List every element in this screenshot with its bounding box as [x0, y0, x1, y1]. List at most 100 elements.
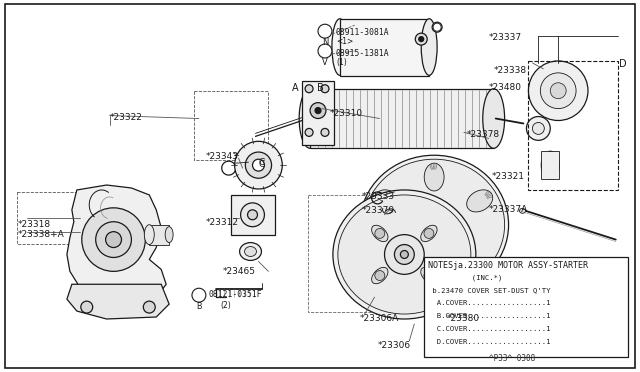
Ellipse shape: [338, 195, 471, 314]
Text: (2): (2): [221, 301, 232, 310]
Text: *23333: *23333: [362, 192, 395, 201]
Circle shape: [394, 244, 414, 264]
Text: B: B: [317, 83, 323, 93]
Text: D: D: [619, 59, 627, 69]
Bar: [424, 257, 628, 357]
Circle shape: [245, 152, 271, 178]
Circle shape: [321, 128, 329, 137]
Circle shape: [318, 24, 332, 38]
Bar: [310, 89, 493, 148]
Text: *23465: *23465: [223, 267, 256, 276]
Bar: [302, 81, 334, 145]
Circle shape: [248, 210, 257, 220]
Ellipse shape: [420, 267, 437, 284]
Ellipse shape: [467, 190, 493, 212]
Text: B.COVER..................1: B.COVER..................1: [428, 313, 550, 319]
Polygon shape: [67, 185, 166, 309]
Ellipse shape: [360, 155, 509, 294]
Text: *23480: *23480: [489, 83, 522, 92]
Circle shape: [235, 141, 282, 189]
Text: *23310: *23310: [330, 109, 363, 118]
Circle shape: [82, 208, 145, 271]
Circle shape: [375, 270, 385, 280]
Circle shape: [419, 36, 424, 42]
Text: A: A: [292, 83, 298, 93]
Ellipse shape: [145, 225, 154, 244]
Bar: [340, 19, 429, 76]
Text: D.COVER..................1: D.COVER..................1: [428, 339, 550, 345]
Ellipse shape: [520, 208, 525, 213]
Text: *23306: *23306: [378, 341, 411, 350]
Circle shape: [432, 22, 442, 32]
Text: (1): (1): [336, 58, 347, 67]
Text: 08121-0351F: 08121-0351F: [209, 290, 262, 299]
Bar: [308, 195, 482, 312]
Ellipse shape: [165, 227, 173, 243]
Ellipse shape: [420, 225, 437, 242]
Ellipse shape: [299, 89, 321, 148]
Circle shape: [318, 44, 332, 58]
Circle shape: [143, 301, 156, 313]
Text: *23380: *23380: [447, 314, 480, 323]
Text: NOTESja.23300 MOTOR ASSY-STARTER: NOTESja.23300 MOTOR ASSY-STARTER: [428, 262, 588, 270]
Text: C.COVER..................1: C.COVER..................1: [428, 326, 550, 332]
Ellipse shape: [541, 151, 559, 179]
Text: <1>: <1>: [336, 37, 353, 46]
Text: *23337A: *23337A: [489, 205, 528, 214]
Circle shape: [415, 33, 427, 45]
Text: B: B: [196, 302, 202, 311]
Bar: [230, 195, 275, 235]
Ellipse shape: [376, 190, 402, 212]
Ellipse shape: [424, 163, 444, 191]
Circle shape: [96, 222, 131, 257]
Text: *23343: *23343: [206, 152, 239, 161]
Text: (INC.*): (INC.*): [428, 274, 502, 281]
Bar: [529, 61, 618, 190]
Circle shape: [315, 108, 321, 113]
Circle shape: [550, 83, 566, 99]
Circle shape: [375, 228, 385, 238]
Circle shape: [253, 159, 264, 171]
Text: *23312: *23312: [206, 218, 239, 227]
Circle shape: [305, 128, 313, 137]
Text: A.COVER..................1: A.COVER..................1: [428, 300, 550, 306]
Circle shape: [106, 232, 122, 247]
Bar: [194, 91, 268, 160]
Polygon shape: [67, 284, 169, 319]
Ellipse shape: [372, 267, 388, 284]
Circle shape: [321, 85, 329, 93]
Text: 08911-3081A: 08911-3081A: [336, 28, 390, 37]
Ellipse shape: [364, 159, 504, 290]
Ellipse shape: [333, 190, 476, 319]
Circle shape: [401, 250, 408, 259]
Circle shape: [81, 301, 93, 313]
Circle shape: [424, 270, 434, 280]
Text: *23379: *23379: [362, 206, 395, 215]
Bar: [541, 151, 559, 179]
Circle shape: [416, 207, 452, 243]
Text: 08915-1381A: 08915-1381A: [336, 49, 390, 58]
Text: N: N: [322, 38, 328, 47]
Text: b.23470 COVER SET-DUST Q'TY: b.23470 COVER SET-DUST Q'TY: [428, 287, 550, 293]
Circle shape: [540, 73, 576, 109]
Circle shape: [305, 85, 313, 93]
Text: *23322: *23322: [109, 113, 143, 122]
Text: *23338+A: *23338+A: [17, 230, 64, 239]
Circle shape: [426, 217, 442, 232]
Circle shape: [424, 228, 434, 238]
Circle shape: [529, 61, 588, 121]
Text: *23338: *23338: [493, 66, 527, 75]
Text: V: V: [322, 58, 328, 67]
Bar: [149, 225, 169, 244]
Ellipse shape: [244, 247, 257, 256]
Circle shape: [527, 116, 550, 140]
Text: *23378: *23378: [467, 131, 500, 140]
Ellipse shape: [239, 243, 262, 260]
Circle shape: [532, 122, 544, 134]
Ellipse shape: [545, 156, 556, 174]
Ellipse shape: [483, 89, 504, 148]
Bar: [17, 192, 79, 244]
Text: *23318: *23318: [17, 220, 51, 229]
Circle shape: [241, 203, 264, 227]
Circle shape: [192, 288, 206, 302]
